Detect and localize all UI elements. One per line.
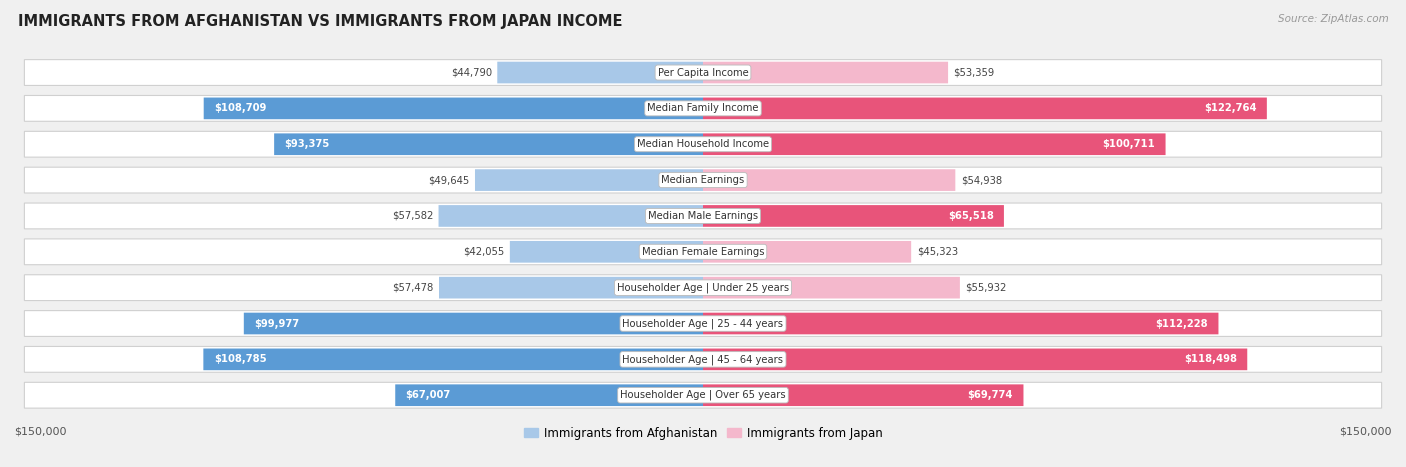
FancyBboxPatch shape — [24, 311, 1382, 336]
Text: Householder Age | 45 - 64 years: Householder Age | 45 - 64 years — [623, 354, 783, 365]
FancyBboxPatch shape — [24, 203, 1382, 229]
Text: Householder Age | Over 65 years: Householder Age | Over 65 years — [620, 390, 786, 401]
Text: $108,785: $108,785 — [214, 354, 266, 364]
Text: $93,375: $93,375 — [284, 139, 330, 149]
Text: $100,711: $100,711 — [1102, 139, 1156, 149]
FancyBboxPatch shape — [24, 275, 1382, 301]
Text: $99,977: $99,977 — [254, 318, 299, 328]
FancyBboxPatch shape — [243, 313, 703, 334]
FancyBboxPatch shape — [24, 239, 1382, 265]
Legend: Immigrants from Afghanistan, Immigrants from Japan: Immigrants from Afghanistan, Immigrants … — [519, 422, 887, 444]
Text: $118,498: $118,498 — [1184, 354, 1237, 364]
FancyBboxPatch shape — [703, 384, 1024, 406]
Text: Householder Age | Under 25 years: Householder Age | Under 25 years — [617, 283, 789, 293]
Text: $49,645: $49,645 — [429, 175, 470, 185]
Text: Per Capita Income: Per Capita Income — [658, 68, 748, 78]
Text: Median Male Earnings: Median Male Earnings — [648, 211, 758, 221]
Text: Median Earnings: Median Earnings — [661, 175, 745, 185]
FancyBboxPatch shape — [703, 62, 948, 84]
Text: $65,518: $65,518 — [948, 211, 994, 221]
Text: $45,323: $45,323 — [917, 247, 957, 257]
Text: Median Household Income: Median Household Income — [637, 139, 769, 149]
FancyBboxPatch shape — [498, 62, 703, 84]
FancyBboxPatch shape — [510, 241, 703, 262]
Text: $112,228: $112,228 — [1156, 318, 1208, 328]
FancyBboxPatch shape — [24, 131, 1382, 157]
FancyBboxPatch shape — [395, 384, 703, 406]
FancyBboxPatch shape — [703, 241, 911, 262]
FancyBboxPatch shape — [24, 382, 1382, 408]
FancyBboxPatch shape — [204, 98, 703, 119]
FancyBboxPatch shape — [274, 134, 703, 155]
Text: Householder Age | 25 - 44 years: Householder Age | 25 - 44 years — [623, 318, 783, 329]
Text: $69,774: $69,774 — [967, 390, 1014, 400]
Text: $53,359: $53,359 — [953, 68, 995, 78]
FancyBboxPatch shape — [703, 134, 1166, 155]
Text: $108,709: $108,709 — [214, 103, 266, 113]
Text: Median Female Earnings: Median Female Earnings — [641, 247, 765, 257]
FancyBboxPatch shape — [703, 313, 1219, 334]
Text: $150,000: $150,000 — [14, 427, 66, 437]
Text: $55,932: $55,932 — [966, 283, 1007, 293]
FancyBboxPatch shape — [703, 98, 1267, 119]
FancyBboxPatch shape — [439, 205, 703, 227]
Text: $57,478: $57,478 — [392, 283, 433, 293]
FancyBboxPatch shape — [475, 169, 703, 191]
Text: $57,582: $57,582 — [392, 211, 433, 221]
FancyBboxPatch shape — [703, 169, 955, 191]
FancyBboxPatch shape — [703, 348, 1247, 370]
FancyBboxPatch shape — [24, 95, 1382, 121]
Text: $44,790: $44,790 — [451, 68, 492, 78]
Text: $42,055: $42,055 — [463, 247, 505, 257]
Text: IMMIGRANTS FROM AFGHANISTAN VS IMMIGRANTS FROM JAPAN INCOME: IMMIGRANTS FROM AFGHANISTAN VS IMMIGRANT… — [18, 14, 623, 29]
Text: Source: ZipAtlas.com: Source: ZipAtlas.com — [1278, 14, 1389, 24]
FancyBboxPatch shape — [204, 348, 703, 370]
FancyBboxPatch shape — [24, 347, 1382, 372]
FancyBboxPatch shape — [703, 277, 960, 298]
Text: $67,007: $67,007 — [405, 390, 451, 400]
FancyBboxPatch shape — [703, 205, 1004, 227]
FancyBboxPatch shape — [439, 277, 703, 298]
Text: $54,938: $54,938 — [960, 175, 1002, 185]
Text: $122,764: $122,764 — [1204, 103, 1257, 113]
FancyBboxPatch shape — [24, 167, 1382, 193]
FancyBboxPatch shape — [24, 60, 1382, 85]
Text: Median Family Income: Median Family Income — [647, 103, 759, 113]
Text: $150,000: $150,000 — [1340, 427, 1392, 437]
